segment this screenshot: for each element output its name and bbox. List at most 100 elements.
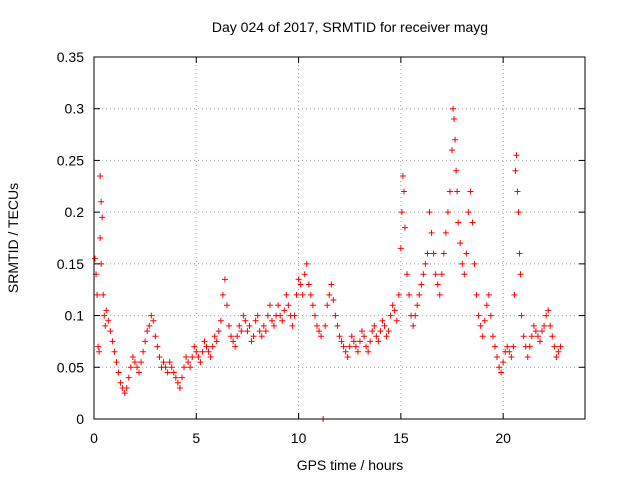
data-point (215, 328, 222, 335)
data-point (103, 307, 110, 314)
data-point (166, 359, 173, 366)
data-point (397, 245, 404, 252)
data-point (342, 348, 349, 355)
data-point (536, 338, 543, 345)
data-point (483, 302, 490, 309)
data-point (475, 312, 482, 319)
data-point (406, 291, 413, 298)
data-point (115, 369, 122, 376)
data-point (457, 240, 464, 247)
data-point (336, 333, 343, 340)
data-point (232, 343, 239, 350)
data-point (424, 250, 431, 257)
data-point (534, 333, 541, 340)
data-point (524, 353, 531, 360)
data-point (465, 209, 472, 216)
data-point (387, 312, 394, 319)
data-point (375, 338, 382, 345)
data-point (266, 302, 273, 309)
data-point (94, 291, 101, 298)
data-point (281, 307, 288, 314)
data-point (301, 271, 308, 278)
y-tick-label: 0.3 (65, 101, 85, 117)
data-point (440, 250, 447, 257)
data-point (176, 384, 183, 391)
data-point (207, 353, 214, 360)
data-point (97, 235, 104, 241)
data-point (330, 297, 337, 304)
data-point (389, 302, 396, 309)
data-point (299, 291, 306, 298)
data-point (399, 172, 406, 179)
data-point (442, 229, 449, 236)
data-point (393, 317, 400, 324)
data-point (430, 250, 437, 257)
data-point (142, 338, 149, 345)
data-point (217, 317, 224, 324)
data-point (500, 359, 507, 366)
data-point (543, 312, 550, 319)
data-point (422, 260, 429, 267)
data-point (481, 317, 488, 324)
data-point (164, 369, 171, 376)
data-point (213, 338, 220, 345)
data-point (518, 312, 525, 319)
data-point (123, 384, 130, 391)
data-point (496, 364, 503, 371)
data-points (92, 105, 564, 422)
data-point (97, 172, 104, 179)
data-point (131, 359, 138, 366)
data-point (371, 322, 378, 329)
data-point (340, 343, 347, 350)
data-point (226, 322, 233, 329)
data-point (453, 167, 460, 174)
data-point (268, 317, 275, 324)
data-point (514, 188, 521, 195)
data-point (365, 348, 372, 355)
data-point (283, 291, 290, 298)
data-point (553, 353, 560, 360)
data-point (162, 364, 169, 371)
data-point (129, 353, 136, 360)
data-point (209, 343, 216, 350)
data-point (254, 312, 261, 319)
data-point (391, 307, 398, 314)
data-point (404, 271, 411, 278)
x-tick-label: 0 (90, 430, 98, 446)
data-point (352, 343, 359, 350)
data-point (307, 291, 314, 298)
data-point (152, 333, 159, 340)
data-point (506, 348, 513, 355)
data-point (367, 338, 374, 345)
data-point (517, 271, 524, 278)
data-point (156, 353, 163, 360)
data-point (436, 291, 443, 298)
x-tick-label: 15 (393, 430, 409, 446)
data-point (516, 250, 523, 257)
data-point (109, 338, 116, 345)
data-point (92, 255, 99, 262)
data-point (487, 312, 494, 319)
data-point (373, 333, 380, 340)
data-point (520, 333, 527, 340)
data-point (279, 317, 286, 324)
data-point (489, 333, 496, 340)
data-point (418, 281, 425, 288)
data-point (530, 322, 537, 329)
data-point (344, 353, 351, 360)
data-point (350, 338, 357, 345)
data-point (555, 348, 562, 355)
data-point (479, 333, 486, 340)
data-point (446, 188, 453, 195)
data-point (454, 188, 461, 195)
data-point (199, 348, 206, 355)
data-point (285, 302, 292, 309)
data-point (107, 328, 114, 335)
data-point (438, 271, 445, 278)
data-point (185, 359, 192, 366)
y-tick-labels: 0 0.05 0.1 0.15 0.2 0.25 0.3 0.35 (57, 49, 84, 427)
data-point (275, 302, 282, 309)
data-point (191, 343, 198, 350)
data-point (144, 328, 151, 335)
data-point (127, 364, 134, 371)
